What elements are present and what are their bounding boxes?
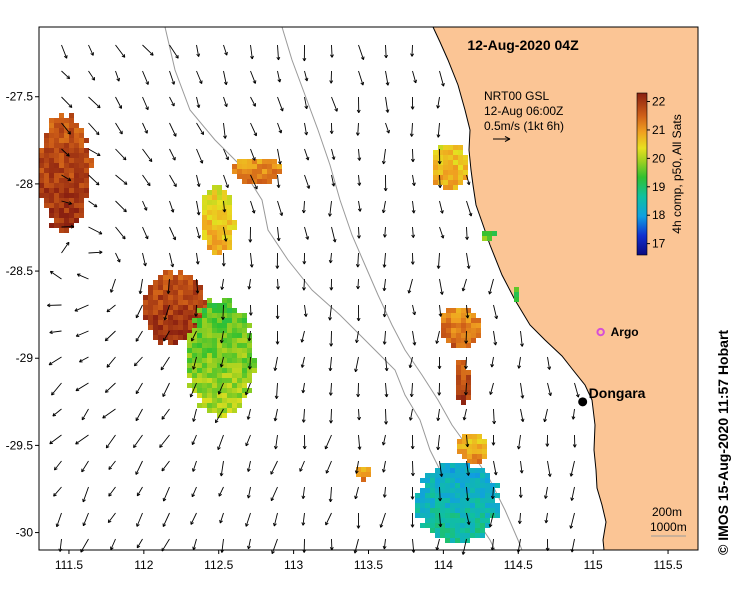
y-tick-label: -27.5: [6, 90, 34, 104]
colorbar-tick-label: 18: [652, 208, 666, 222]
colorbar-label: 4h comp, p50, All Sats: [670, 114, 684, 233]
dongara-label: Dongara: [589, 385, 646, 401]
x-tick-label: 115: [584, 558, 603, 572]
colorbar-tick-label: 17: [652, 237, 666, 251]
legend-product: NRT00 GSL: [484, 89, 549, 103]
x-tick-label: 113: [284, 558, 303, 572]
x-tick-label: 112.5: [204, 558, 233, 572]
colorbar-tick-label: 21: [652, 123, 666, 137]
y-tick-label: -29.5: [6, 438, 34, 452]
x-tick-label: 112: [134, 558, 153, 572]
dongara-marker[interactable]: Dongara: [578, 385, 646, 407]
colorbar-ticks: 22 21 20 19 18 17: [647, 95, 666, 251]
y-tick-label: -28.5: [6, 264, 34, 278]
land-mass: [433, 27, 698, 550]
legend-time: 12-Aug 06:00Z: [484, 104, 563, 118]
legend-scale: 0.5m/s (1kt 6h): [484, 119, 564, 133]
x-tick-label: 115.5: [653, 558, 682, 572]
colorbar-tick-label: 20: [652, 151, 666, 165]
credit-text: © IMOS 15-Aug-2020 11:57 Hobart: [715, 330, 731, 555]
argo-marker[interactable]: Argo: [596, 325, 639, 339]
map-title: 12-Aug-2020 04Z: [467, 37, 579, 53]
y-axis: -27.5 -28 -28.5 -29 -29.5 -30: [6, 90, 39, 540]
coastline: [432, 26, 607, 551]
y-tick-label: -29: [16, 351, 34, 365]
sst-patches: [39, 113, 519, 543]
x-axis: 111.5 112 112.5 113 113.5 114 114.5 115 115.5: [55, 550, 683, 572]
x-tick-label: 114: [434, 558, 453, 572]
scale-arrow: [493, 136, 511, 142]
colorbar-tick-label: 22: [652, 95, 666, 109]
contour-label-1000m: 1000m: [650, 520, 687, 534]
y-tick-label: -30: [16, 526, 34, 540]
current-vectors: [47, 44, 580, 555]
x-tick-label: 113.5: [354, 558, 383, 572]
x-tick-label: 114.5: [504, 558, 533, 572]
x-tick-label: 111.5: [55, 558, 84, 572]
colorbar-tick-label: 19: [652, 180, 666, 194]
contour-label-200m: 200m: [652, 505, 682, 519]
argo-label: Argo: [611, 325, 639, 339]
colorbar: [636, 92, 648, 256]
y-tick-label: -28: [16, 177, 34, 191]
